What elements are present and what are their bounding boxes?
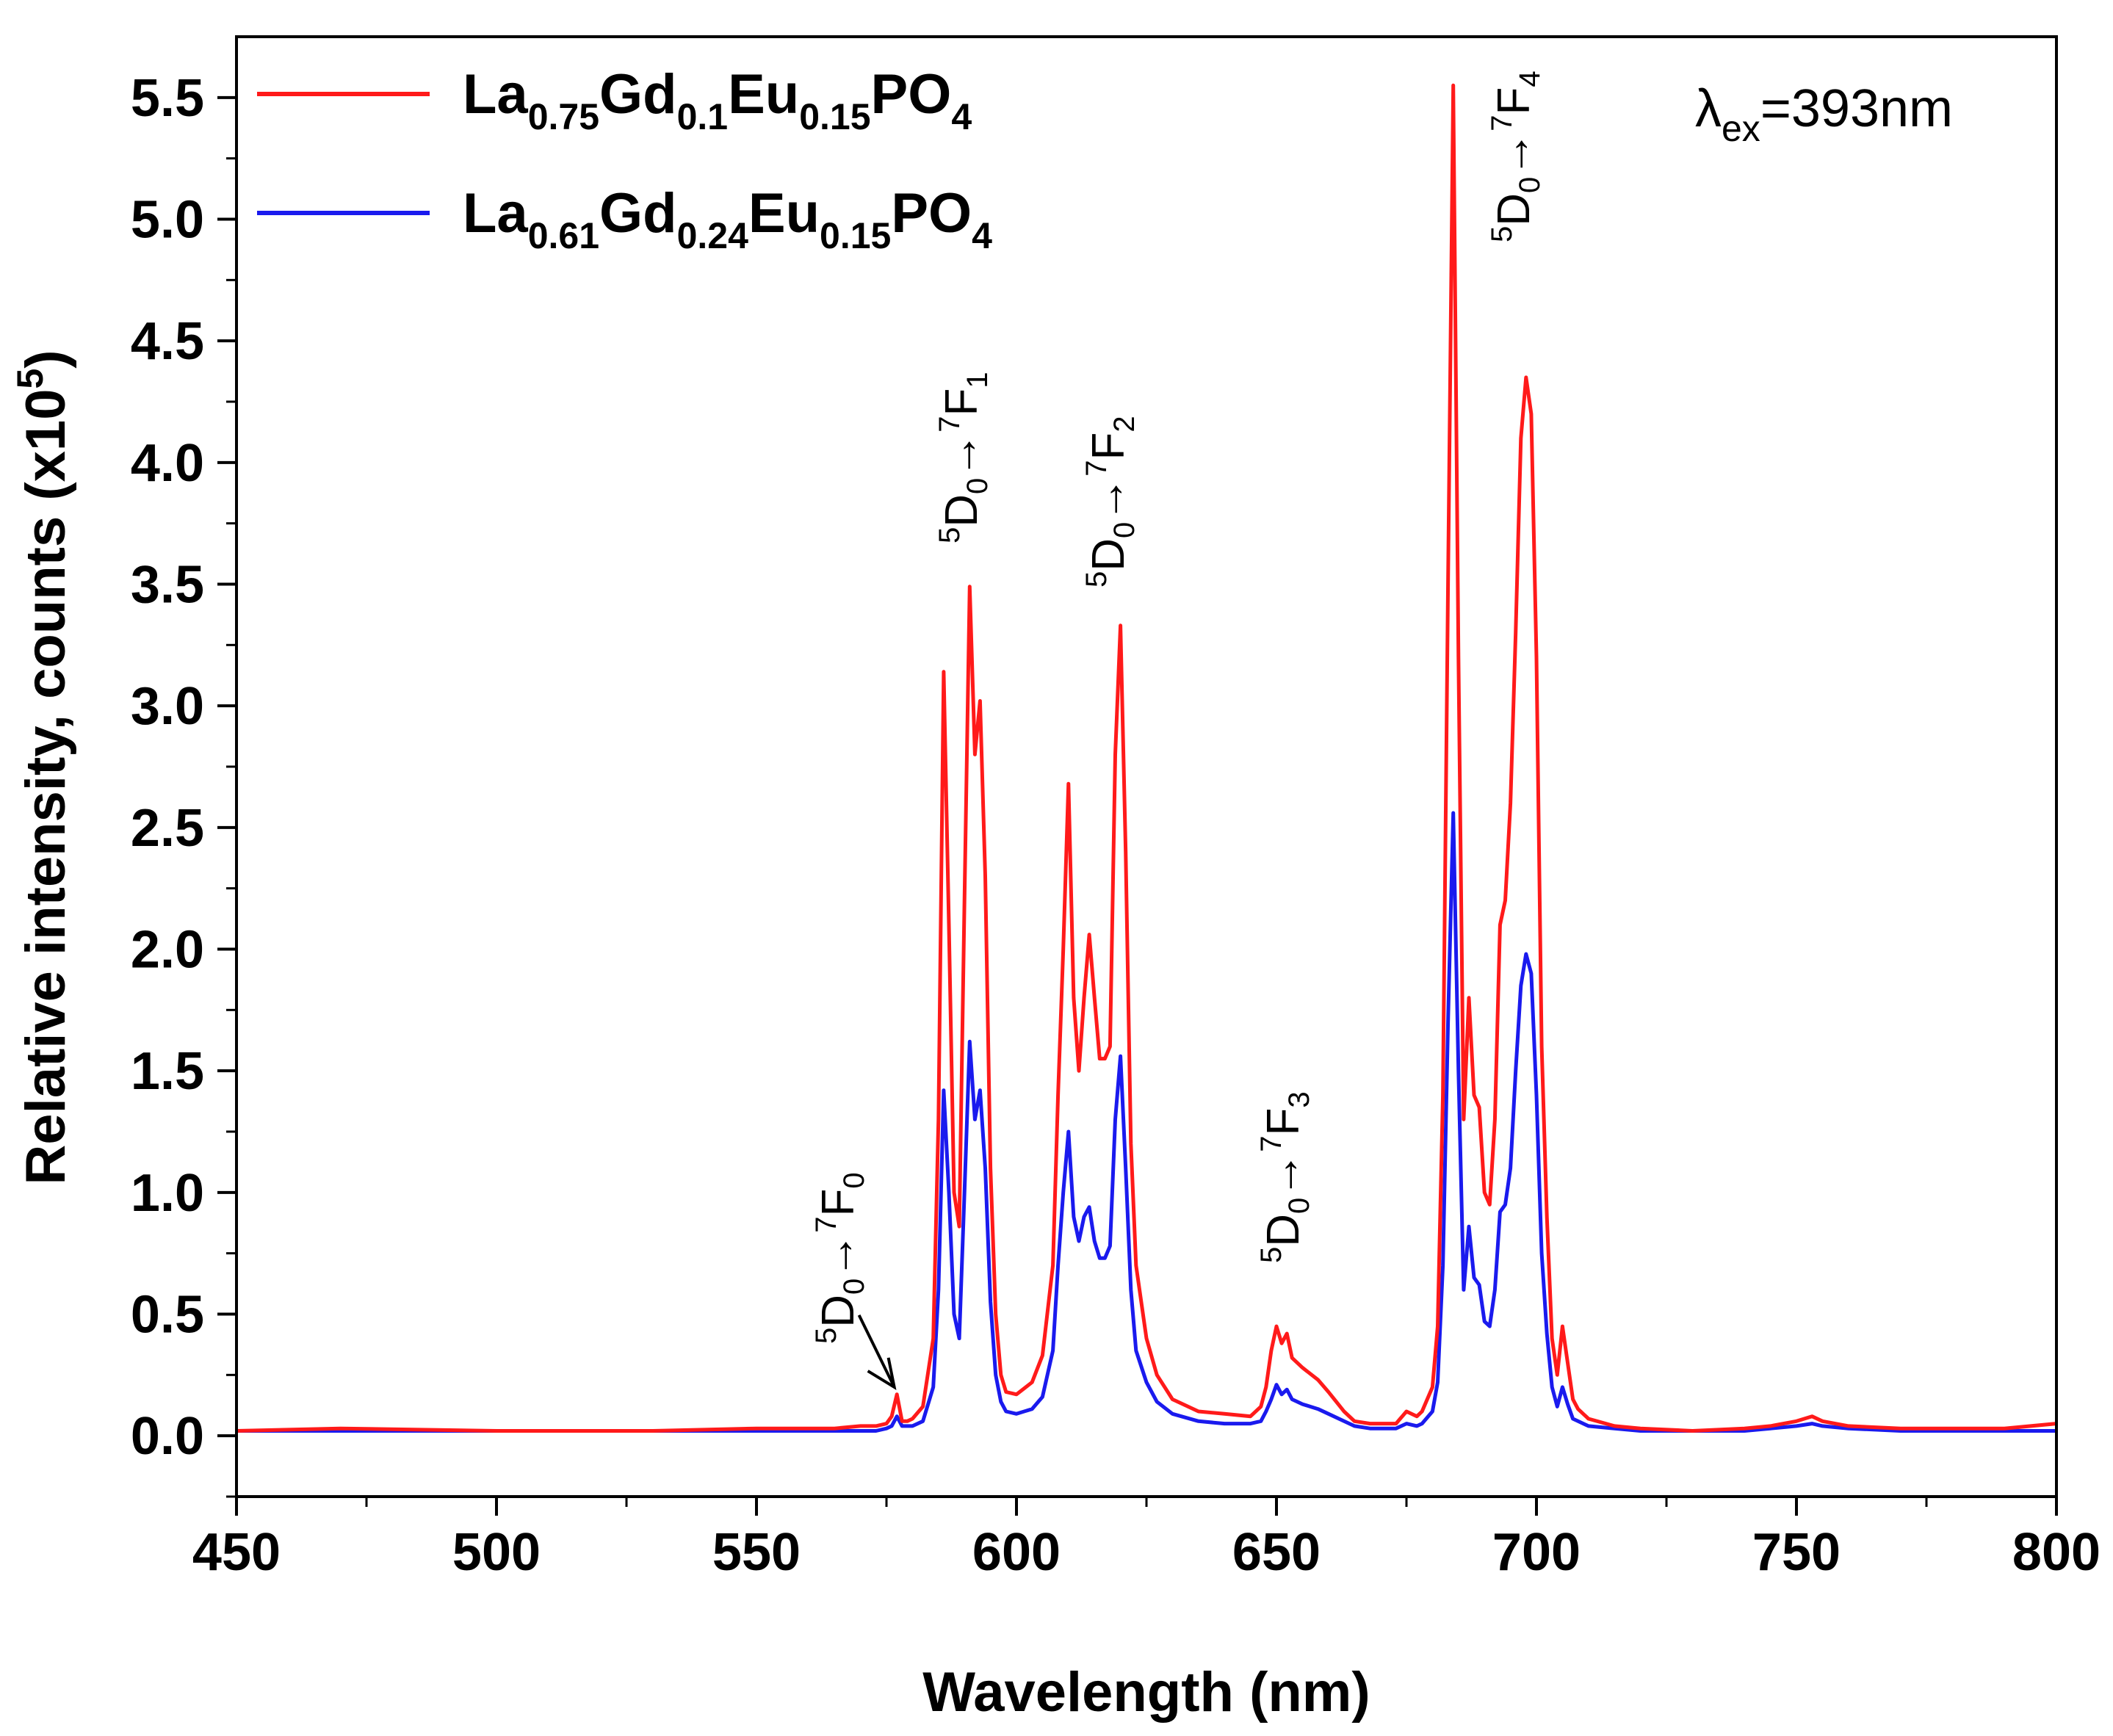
y-tick-label: 5.5 (131, 69, 204, 128)
y-tick-label: 4.5 (131, 312, 204, 371)
y-tick-label: 0.5 (131, 1286, 204, 1345)
x-axis-title: Wavelength (nm) (922, 1661, 1370, 1724)
transition-label-4: 5D0→7F4 (1486, 70, 1546, 242)
y-tick-label: 3.5 (131, 556, 204, 615)
y-tick-label: 2.0 (131, 921, 204, 980)
y-tick-label: 1.0 (131, 1164, 204, 1223)
x-tick-label: 550 (712, 1523, 801, 1582)
y-axis-title: Relative intensity, counts (x105) (10, 350, 77, 1185)
x-tick-label: 700 (1492, 1523, 1581, 1582)
series-line-1 (236, 83, 2057, 1433)
transition-label-3: 5D0→7F3 (1255, 1091, 1315, 1263)
y-tick-label: 2.5 (131, 799, 204, 858)
x-tick-label: 600 (972, 1523, 1061, 1582)
transition-label-1: 5D0→7F1 (933, 372, 994, 543)
y-tick-label: 4.0 (131, 434, 204, 493)
x-tick-label: 500 (452, 1523, 541, 1582)
peak-arrow-line (857, 1314, 896, 1388)
series-line-2 (236, 811, 2056, 1433)
excitation-label: λex=393nm (1695, 79, 1953, 149)
legend-label-2: La0.61Gd0.24Eu0.15PO4 (463, 182, 992, 256)
transition-label-0: 5D0→7F0 (810, 1172, 870, 1344)
legend-label-1: La0.75Gd0.1Eu0.15PO4 (463, 63, 972, 137)
y-tick-label: 3.0 (131, 677, 204, 736)
plot-frame (235, 35, 2058, 1498)
y-tick-label: 0.0 (131, 1407, 204, 1466)
x-tick-label: 650 (1232, 1523, 1321, 1582)
x-tick-label: 450 (192, 1523, 281, 1582)
transition-label-2: 5D0→7F2 (1080, 416, 1141, 587)
y-tick-label: 1.5 (131, 1042, 204, 1101)
y-tick-label: 5.0 (131, 191, 204, 250)
x-tick-label: 800 (2012, 1523, 2101, 1582)
x-tick-label: 750 (1752, 1523, 1841, 1582)
peak-arrow-head (867, 1357, 897, 1390)
